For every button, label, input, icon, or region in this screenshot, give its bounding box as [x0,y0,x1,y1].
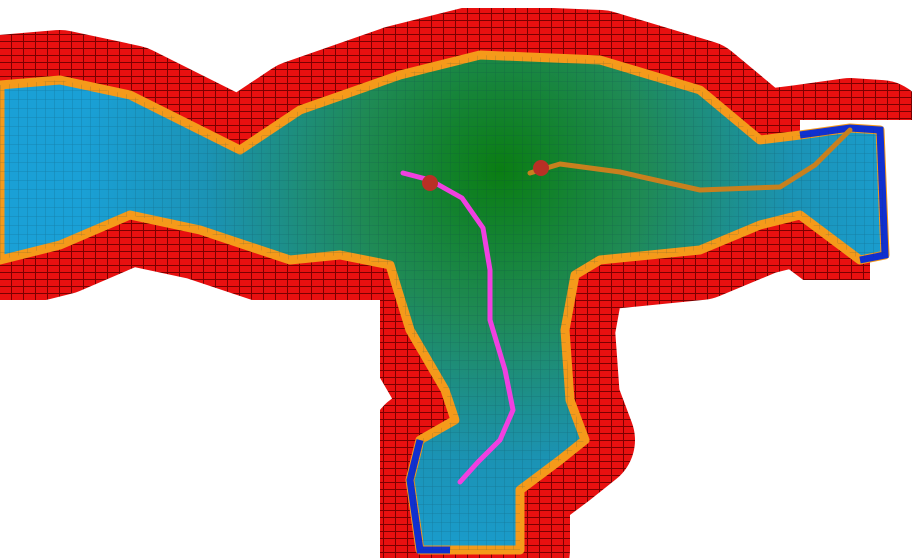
bg-cover [0,0,912,8]
robot-marker [422,175,438,191]
voxel-map-view [0,0,912,558]
page [0,0,912,558]
bg-cover [620,520,912,558]
bg-cover [0,300,380,558]
robot-marker [533,160,549,176]
